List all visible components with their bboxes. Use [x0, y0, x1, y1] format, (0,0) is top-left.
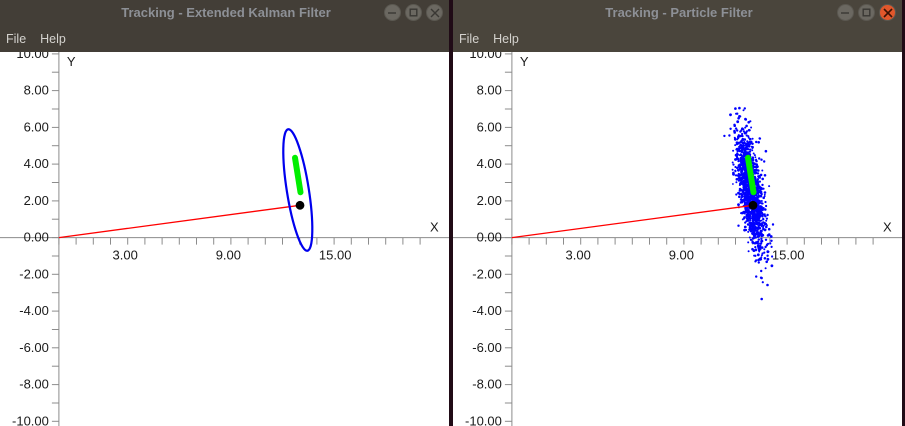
svg-text:4.00: 4.00	[24, 156, 49, 171]
svg-text:10.00: 10.00	[469, 52, 502, 61]
svg-text:10.00: 10.00	[16, 52, 49, 61]
svg-text:8.00: 8.00	[24, 83, 49, 98]
svg-text:15.00: 15.00	[772, 248, 805, 263]
svg-text:-8.00: -8.00	[19, 377, 49, 392]
svg-text:-6.00: -6.00	[472, 340, 502, 355]
svg-text:-10.00: -10.00	[12, 413, 49, 426]
svg-text:8.00: 8.00	[477, 83, 502, 98]
svg-text:2.00: 2.00	[477, 193, 502, 208]
svg-text:-8.00: -8.00	[472, 377, 502, 392]
svg-text:-2.00: -2.00	[19, 266, 49, 281]
svg-text:0.00: 0.00	[477, 230, 502, 245]
svg-text:Y: Y	[67, 54, 76, 69]
svg-text:-4.00: -4.00	[19, 303, 49, 318]
svg-text:-2.00: -2.00	[472, 266, 502, 281]
svg-text:4.00: 4.00	[477, 156, 502, 171]
svg-text:X: X	[430, 220, 439, 235]
svg-text:2.00: 2.00	[24, 193, 49, 208]
svg-text:-10.00: -10.00	[465, 413, 502, 426]
svg-text:3.00: 3.00	[113, 248, 138, 263]
svg-text:-6.00: -6.00	[19, 340, 49, 355]
svg-text:0.00: 0.00	[24, 230, 49, 245]
svg-text:9.00: 9.00	[216, 248, 241, 263]
svg-text:-4.00: -4.00	[472, 303, 502, 318]
svg-text:9.00: 9.00	[669, 248, 694, 263]
svg-text:3.00: 3.00	[566, 248, 591, 263]
svg-text:X: X	[883, 220, 892, 235]
svg-text:6.00: 6.00	[477, 119, 502, 134]
svg-text:15.00: 15.00	[319, 248, 352, 263]
svg-text:6.00: 6.00	[24, 119, 49, 134]
svg-text:Y: Y	[520, 54, 529, 69]
